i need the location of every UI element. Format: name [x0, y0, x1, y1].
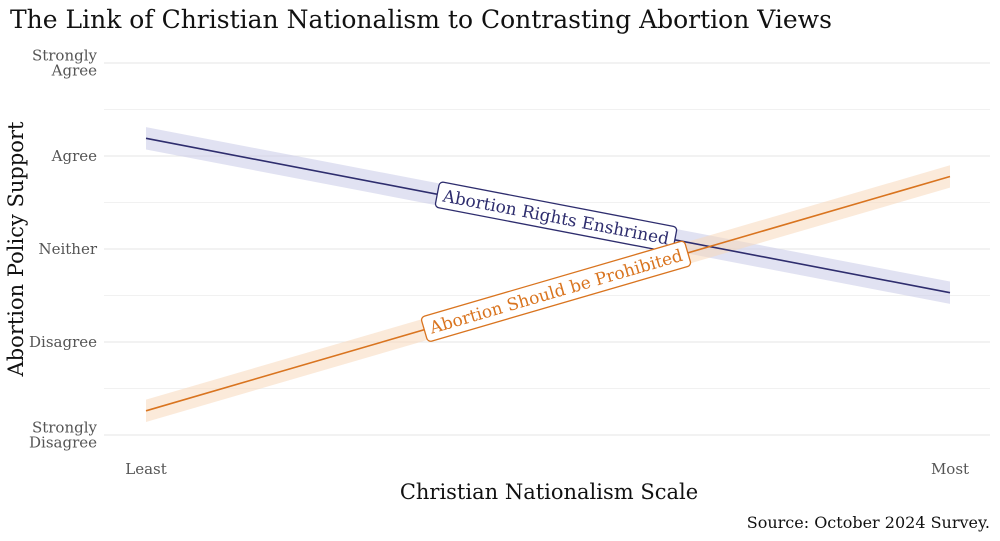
x-tick-label: Most [931, 460, 969, 478]
y-tick-label: Strongly Disagree [29, 419, 98, 452]
y-tick-label-line: Strongly [32, 47, 98, 65]
series-label-text: Abortion Should be Prohibited [427, 246, 686, 339]
y-tick-label-line: Agree [51, 147, 97, 165]
y-tick-label-line: Disagree [29, 434, 97, 452]
source-caption: Source: October 2024 Survey. [747, 513, 990, 532]
y-tick-label: Neither [38, 240, 97, 258]
x-tick-labels: Least Most [125, 460, 969, 478]
y-tick-label: Disagree [29, 333, 97, 351]
x-tick-label: Least [125, 460, 167, 478]
chart-title: The Link of Christian Nationalism to Con… [10, 5, 832, 34]
y-tick-label-line: Agree [51, 62, 97, 80]
confidence-bands [146, 127, 950, 422]
series-label-text: Abortion Rights Enshrined [440, 186, 671, 249]
x-axis-title: Christian Nationalism Scale [400, 480, 698, 504]
series-label: Abortion Rights Enshrined [434, 181, 678, 253]
series-label-box [420, 240, 692, 342]
y-axis-title: Abortion Policy Support [4, 121, 28, 377]
y-tick-labels: Strongly AgreeAgreeNeitherDisagreeStrongl… [29, 47, 98, 452]
y-tick-label-line: Strongly [32, 419, 98, 437]
series-label: Abortion Should be Prohibited [420, 240, 692, 342]
series-label-box [434, 181, 678, 253]
y-tick-label-line: Neither [38, 240, 97, 258]
y-tick-label: Agree [51, 147, 97, 165]
y-tick-label: Strongly Agree [32, 47, 98, 80]
y-tick-label-line: Disagree [29, 333, 97, 351]
